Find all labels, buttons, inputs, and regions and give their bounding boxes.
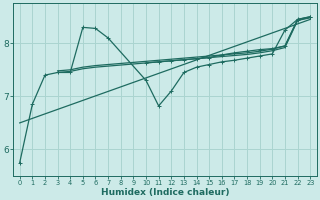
- X-axis label: Humidex (Indice chaleur): Humidex (Indice chaleur): [101, 188, 229, 197]
